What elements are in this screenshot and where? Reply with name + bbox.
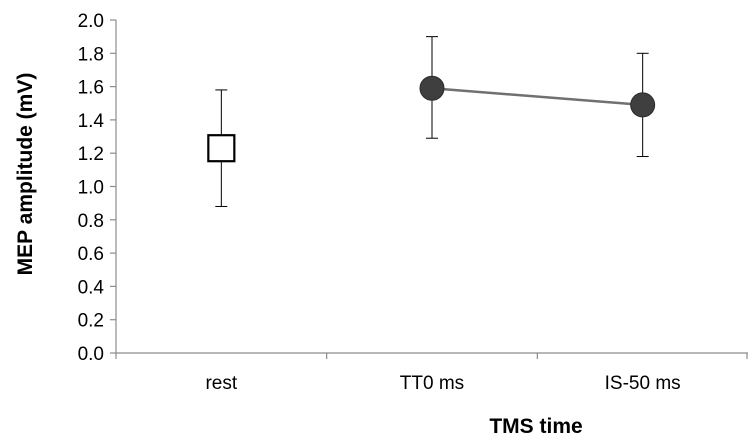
x-tick-label: rest: [205, 373, 237, 394]
y-tick-label: 1.6: [78, 78, 104, 99]
y-axis-title: MEP amplitude (mV): [14, 73, 37, 276]
y-tick-label: 0.0: [78, 344, 104, 365]
data-point-square: [207, 134, 236, 163]
y-tick-label: 1.4: [78, 111, 105, 132]
y-tick-label: 0.4: [78, 277, 105, 298]
y-tick-label: 0.2: [78, 311, 104, 332]
data-point-circle: [419, 75, 445, 101]
y-tick-label: 1.0: [78, 178, 104, 199]
y-axis: 0.0 0.2 0.4 0.6 0.8 1.0 1.2 1.4 1.6 1.8 2.0: [78, 11, 117, 365]
x-axis: rest TT0 ms IS-50 ms: [115, 352, 748, 394]
y-tick-label: 0.6: [78, 244, 104, 265]
x-tick-label: IS-50 ms: [605, 373, 681, 394]
x-tick-label: TT0 ms: [400, 373, 464, 394]
y-tick-label: 1.2: [78, 144, 104, 165]
y-tick-label: 0.8: [78, 211, 104, 232]
series-lines: [431, 87, 643, 107]
y-tick-label: 2.0: [78, 11, 104, 32]
data-point-circle: [630, 92, 656, 118]
series-line: [431, 87, 643, 107]
error-bars: [215, 36, 649, 207]
data-markers: [207, 75, 656, 163]
x-axis-title: TMS time: [489, 415, 582, 438]
y-tick-label: 1.8: [78, 44, 104, 65]
